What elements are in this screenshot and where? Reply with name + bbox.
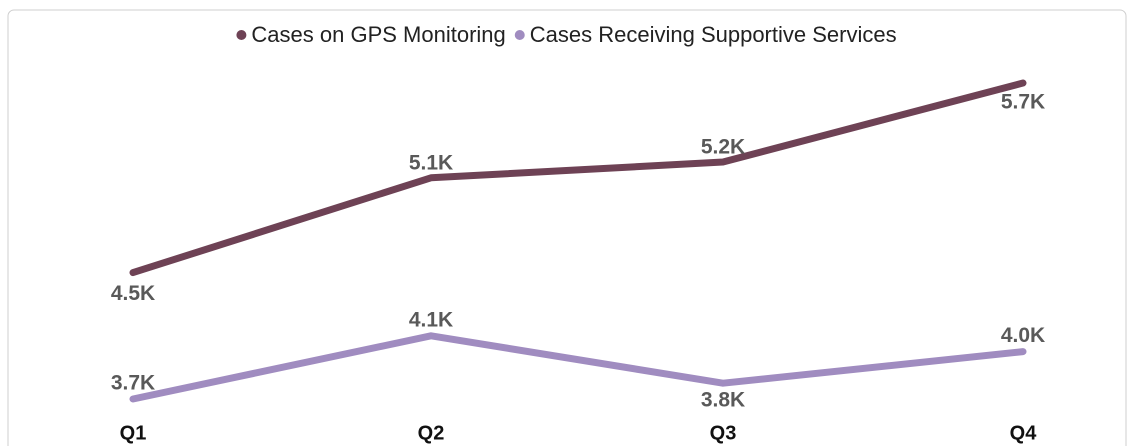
- frame: [7, 9, 1127, 446]
- series-line: [129, 79, 1027, 277]
- legend-marker: [514, 30, 525, 40]
- x-tick-label: Q2: [418, 422, 445, 444]
- data-label: 4.5K: [111, 282, 155, 305]
- legend-label: Cases Receiving Supportive Services: [530, 22, 897, 47]
- x-tick-label: Q3: [710, 422, 737, 444]
- data-label: 4.1K: [409, 308, 453, 331]
- data-label: 5.7K: [1001, 91, 1045, 114]
- legend: Cases on GPS Monitoring Cases Receiving S…: [236, 22, 897, 47]
- data-label: 3.8K: [701, 389, 745, 412]
- series-line: [129, 332, 1027, 403]
- data-label: 5.1K: [409, 151, 453, 174]
- data-label: 4.0K: [1001, 324, 1045, 347]
- legend-marker: [236, 30, 247, 40]
- legend-label: Cases on GPS Monitoring: [251, 22, 505, 47]
- data-label: 5.2K: [701, 136, 745, 159]
- data-label: 3.7K: [111, 372, 155, 395]
- x-tick-label: Q1: [120, 422, 147, 444]
- x-tick-label: Q4: [1010, 422, 1038, 444]
